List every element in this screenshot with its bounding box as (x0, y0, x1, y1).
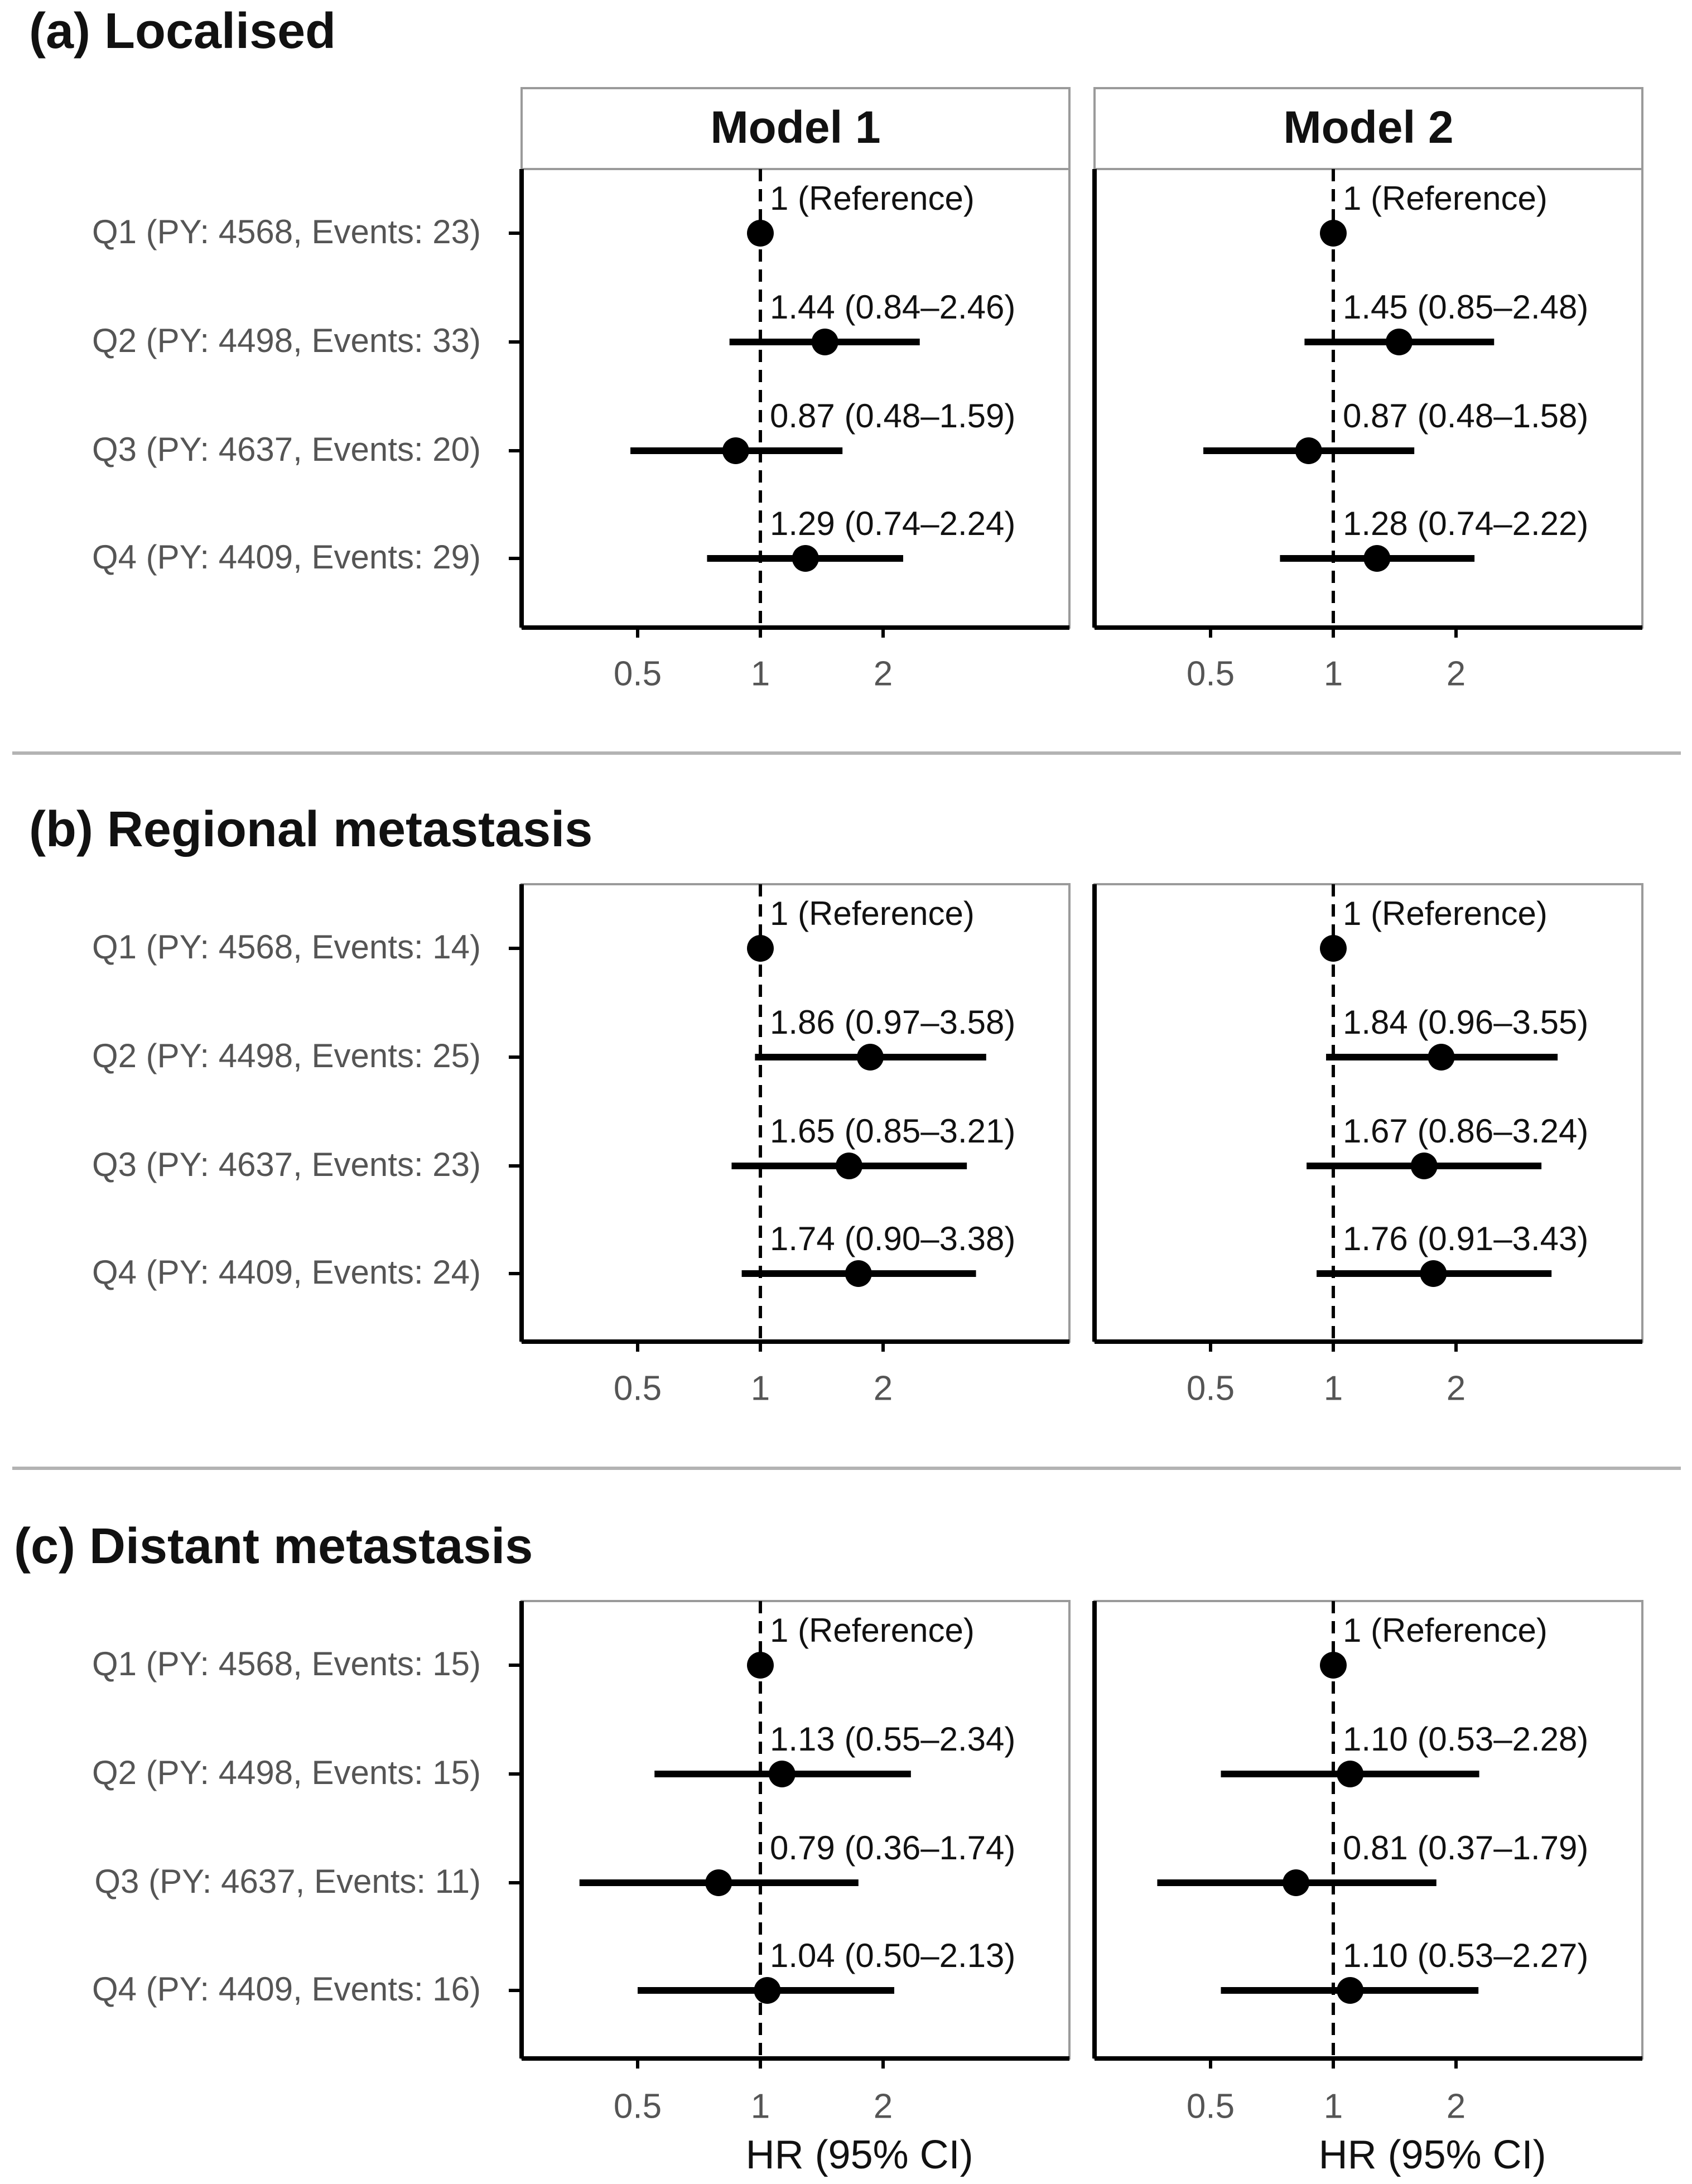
hr-estimate-label: 1.76 (0.91–3.43) (1343, 1220, 1588, 1257)
section-title: (a) Localised (29, 3, 336, 59)
row-label: Q3 (PY: 4637, Events: 20) (92, 431, 481, 468)
x-tick-label: 2 (1447, 654, 1466, 693)
hr-estimate-label: 1.28 (0.74–2.22) (1343, 505, 1588, 542)
hr-estimate-label: 1.04 (0.50–2.13) (770, 1937, 1015, 1974)
hr-estimate-label: 1 (Reference) (770, 895, 975, 932)
hr-point (1320, 1652, 1347, 1679)
hr-point (1337, 1761, 1364, 1787)
hr-estimate-label: 1 (Reference) (1343, 1612, 1548, 1649)
x-tick-label: 0.5 (614, 1369, 662, 1407)
hr-point (835, 1153, 862, 1179)
hr-estimate-label: 0.87 (0.48–1.59) (770, 397, 1015, 435)
hr-point (1363, 545, 1391, 572)
hr-estimate-label: 1.10 (0.53–2.28) (1343, 1720, 1588, 1758)
hr-estimate-label: 0.79 (0.36–1.74) (770, 1829, 1015, 1867)
facet-strip-1 (520, 87, 1071, 170)
row-label: Q2 (PY: 4498, Events: 25) (92, 1037, 481, 1074)
x-tick-label: 0.5 (1187, 2087, 1235, 2125)
hr-point (1410, 1153, 1438, 1179)
hr-point (747, 935, 774, 962)
hr-estimate-label: 1.10 (0.53–2.27) (1343, 1937, 1588, 1974)
row-label: Q2 (PY: 4498, Events: 33) (92, 322, 481, 359)
x-axis-title: HR (95% CI) (746, 2133, 973, 2177)
hr-estimate-label: 1 (Reference) (770, 1612, 975, 1649)
hr-point (747, 220, 774, 247)
x-tick-label: 1 (1324, 654, 1343, 693)
x-tick-label: 0.5 (1187, 654, 1235, 693)
hr-estimate-label: 1.13 (0.55–2.34) (770, 1720, 1015, 1758)
hr-point (754, 1977, 781, 2004)
hr-estimate-label: 1.67 (0.86–3.24) (1343, 1112, 1588, 1150)
hr-estimate-label: 1.65 (0.85–3.21) (770, 1112, 1015, 1150)
hr-estimate-label: 1.86 (0.97–3.58) (770, 1004, 1015, 1041)
hr-estimate-label: 1 (Reference) (1343, 180, 1548, 217)
hr-estimate-label: 1.84 (0.96–3.55) (1343, 1004, 1588, 1041)
hr-point (856, 1044, 884, 1071)
hr-point (1420, 1260, 1447, 1287)
row-label: Q3 (PY: 4637, Events: 11) (94, 1863, 481, 1900)
row-label: Q3 (PY: 4637, Events: 23) (92, 1146, 481, 1183)
x-tick-label: 1 (1324, 1369, 1343, 1407)
hr-point (1428, 1044, 1455, 1071)
hr-point (1295, 437, 1322, 464)
hr-point (1320, 935, 1347, 962)
section-title: (c) Distant metastasis (14, 1518, 533, 1574)
hr-estimate-label: 0.81 (0.37–1.79) (1343, 1829, 1588, 1867)
facet-strip-label: Model 1 (710, 102, 880, 153)
hr-point (705, 1869, 732, 1896)
hr-point (845, 1260, 872, 1287)
hr-estimate-label: 1.44 (0.84–2.46) (770, 288, 1015, 326)
x-tick-label: 2 (1447, 1369, 1466, 1407)
row-label: Q2 (PY: 4498, Events: 15) (92, 1754, 481, 1791)
x-tick-label: 2 (874, 654, 893, 693)
hr-point (1283, 1869, 1310, 1896)
hr-point (722, 437, 749, 464)
hr-point (768, 1761, 796, 1787)
section-title: (b) Regional metastasis (29, 802, 592, 857)
x-tick-label: 0.5 (614, 654, 662, 693)
row-label: Q1 (PY: 4568, Events: 14) (92, 928, 481, 966)
x-tick-label: 1 (751, 654, 770, 693)
row-label: Q4 (PY: 4409, Events: 16) (92, 1970, 481, 2008)
x-axis-title: HR (95% CI) (1319, 2133, 1546, 2177)
x-tick-label: 1 (751, 2087, 770, 2125)
x-tick-label: 0.5 (1187, 1369, 1235, 1407)
facet-strip-2 (1093, 87, 1643, 170)
hr-point (811, 329, 838, 355)
x-tick-label: 2 (1447, 2087, 1466, 2125)
row-label: Q1 (PY: 4568, Events: 23) (92, 213, 481, 250)
hr-point (747, 1652, 774, 1679)
x-tick-label: 2 (874, 2087, 893, 2125)
hr-point (792, 545, 819, 572)
hr-estimate-label: 0.87 (0.48–1.58) (1343, 397, 1588, 435)
x-tick-label: 1 (1324, 2087, 1343, 2125)
hr-estimate-label: 1 (Reference) (1343, 895, 1548, 932)
x-tick-label: 1 (751, 1369, 770, 1407)
row-label: Q4 (PY: 4409, Events: 29) (92, 538, 481, 576)
hr-estimate-label: 1 (Reference) (770, 180, 975, 217)
hr-estimate-label: 1.29 (0.74–2.24) (770, 505, 1015, 542)
x-tick-label: 2 (874, 1369, 893, 1407)
row-label: Q4 (PY: 4409, Events: 24) (92, 1253, 481, 1291)
row-label: Q1 (PY: 4568, Events: 15) (92, 1645, 481, 1682)
hr-point (1337, 1977, 1364, 2004)
hr-estimate-label: 1.45 (0.85–2.48) (1343, 288, 1588, 326)
x-tick-label: 0.5 (614, 2087, 662, 2125)
facet-strip-label: Model 2 (1283, 102, 1453, 153)
hr-point (1320, 220, 1347, 247)
hr-estimate-label: 1.74 (0.90–3.38) (770, 1220, 1015, 1257)
hr-point (1385, 329, 1413, 355)
